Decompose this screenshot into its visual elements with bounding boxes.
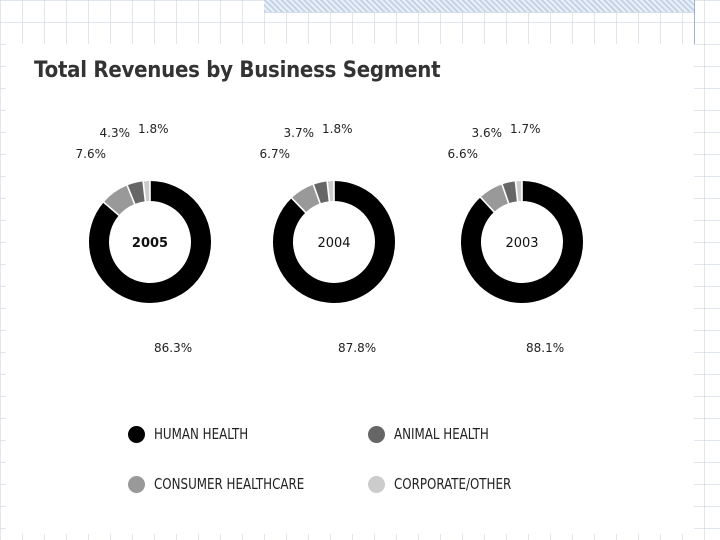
donut-2004-separator — [290, 196, 307, 214]
legend-label-human-health: HUMAN HEALTH — [154, 425, 249, 443]
legend-label-corporate-other: CORPORATE/OTHER — [394, 475, 512, 493]
donut-2004-segment-2 — [313, 181, 330, 204]
donut-2004-separator — [326, 180, 331, 203]
chart-title: Total Revenues by Business Segment — [34, 58, 441, 83]
donut-2005-segment-1 — [103, 185, 136, 216]
donut-2003-segment-1 — [480, 184, 510, 213]
legend-item-human-health: HUMAN HEALTH — [128, 425, 261, 443]
donut-2003-data-label-2: 3.6% — [472, 126, 503, 140]
donut-2004-data-label-2: 3.7% — [284, 126, 315, 140]
right-edge-line — [694, 0, 695, 44]
donut-2003-separator — [514, 180, 519, 203]
legend-label-consumer-healthcare: CONSUMER HEALTHCARE — [154, 475, 305, 493]
donut-2005-data-label-2: 4.3% — [100, 126, 131, 140]
header-divider — [264, 12, 694, 13]
legend-swatch-human-health — [128, 425, 145, 443]
header-decoration-band — [264, 0, 694, 12]
donut-2003-data-label-1: 6.6% — [448, 147, 479, 161]
legend-item-animal-health: ANIMAL HEALTH — [368, 425, 502, 443]
donut-2004-center-label: 2004 — [317, 236, 350, 251]
donut-2004-separator — [312, 183, 322, 205]
donut-2005-data-label-3: 1.8% — [138, 122, 169, 136]
donut-2003-data-label-0: 88.1% — [526, 341, 564, 355]
donut-2003-segment-0 — [461, 181, 583, 303]
donut-2003-data-label-3: 1.7% — [510, 122, 541, 136]
legend-label-animal-health: ANIMAL HEALTH — [394, 425, 489, 443]
legend-item-consumer-healthcare: CONSUMER HEALTHCARE — [128, 475, 325, 493]
donut-2005-segment-0 — [89, 181, 211, 303]
donut-2005-center-label: 2005 — [132, 236, 168, 251]
donut-2004-data-label-1: 6.7% — [260, 147, 291, 161]
legend-swatch-animal-health — [368, 425, 385, 443]
legend-swatch-corporate-other — [368, 475, 385, 493]
donut-2005-separator — [126, 184, 136, 206]
donut-2005-data-label-0: 86.3% — [154, 341, 192, 355]
donut-2003-separator — [479, 195, 496, 214]
donut-2004-data-label-0: 87.8% — [338, 341, 376, 355]
donut-2003-separator — [500, 183, 510, 205]
legend-item-corporate-other: CORPORATE/OTHER — [368, 475, 527, 493]
donut-2003-center-label: 2003 — [505, 236, 538, 251]
donut-2004-data-label-3: 1.8% — [322, 122, 353, 136]
donut-2004-segment-0 — [273, 181, 395, 303]
donut-2004-segment-1 — [291, 184, 321, 213]
donut-2005-separator — [142, 180, 147, 203]
donut-2003-segment-2 — [502, 181, 518, 204]
donut-2005-separator — [102, 200, 121, 217]
legend-swatch-consumer-healthcare — [128, 475, 145, 493]
donut-2005-data-label-1: 7.6% — [76, 147, 107, 161]
donut-2005-segment-2 — [127, 181, 146, 205]
